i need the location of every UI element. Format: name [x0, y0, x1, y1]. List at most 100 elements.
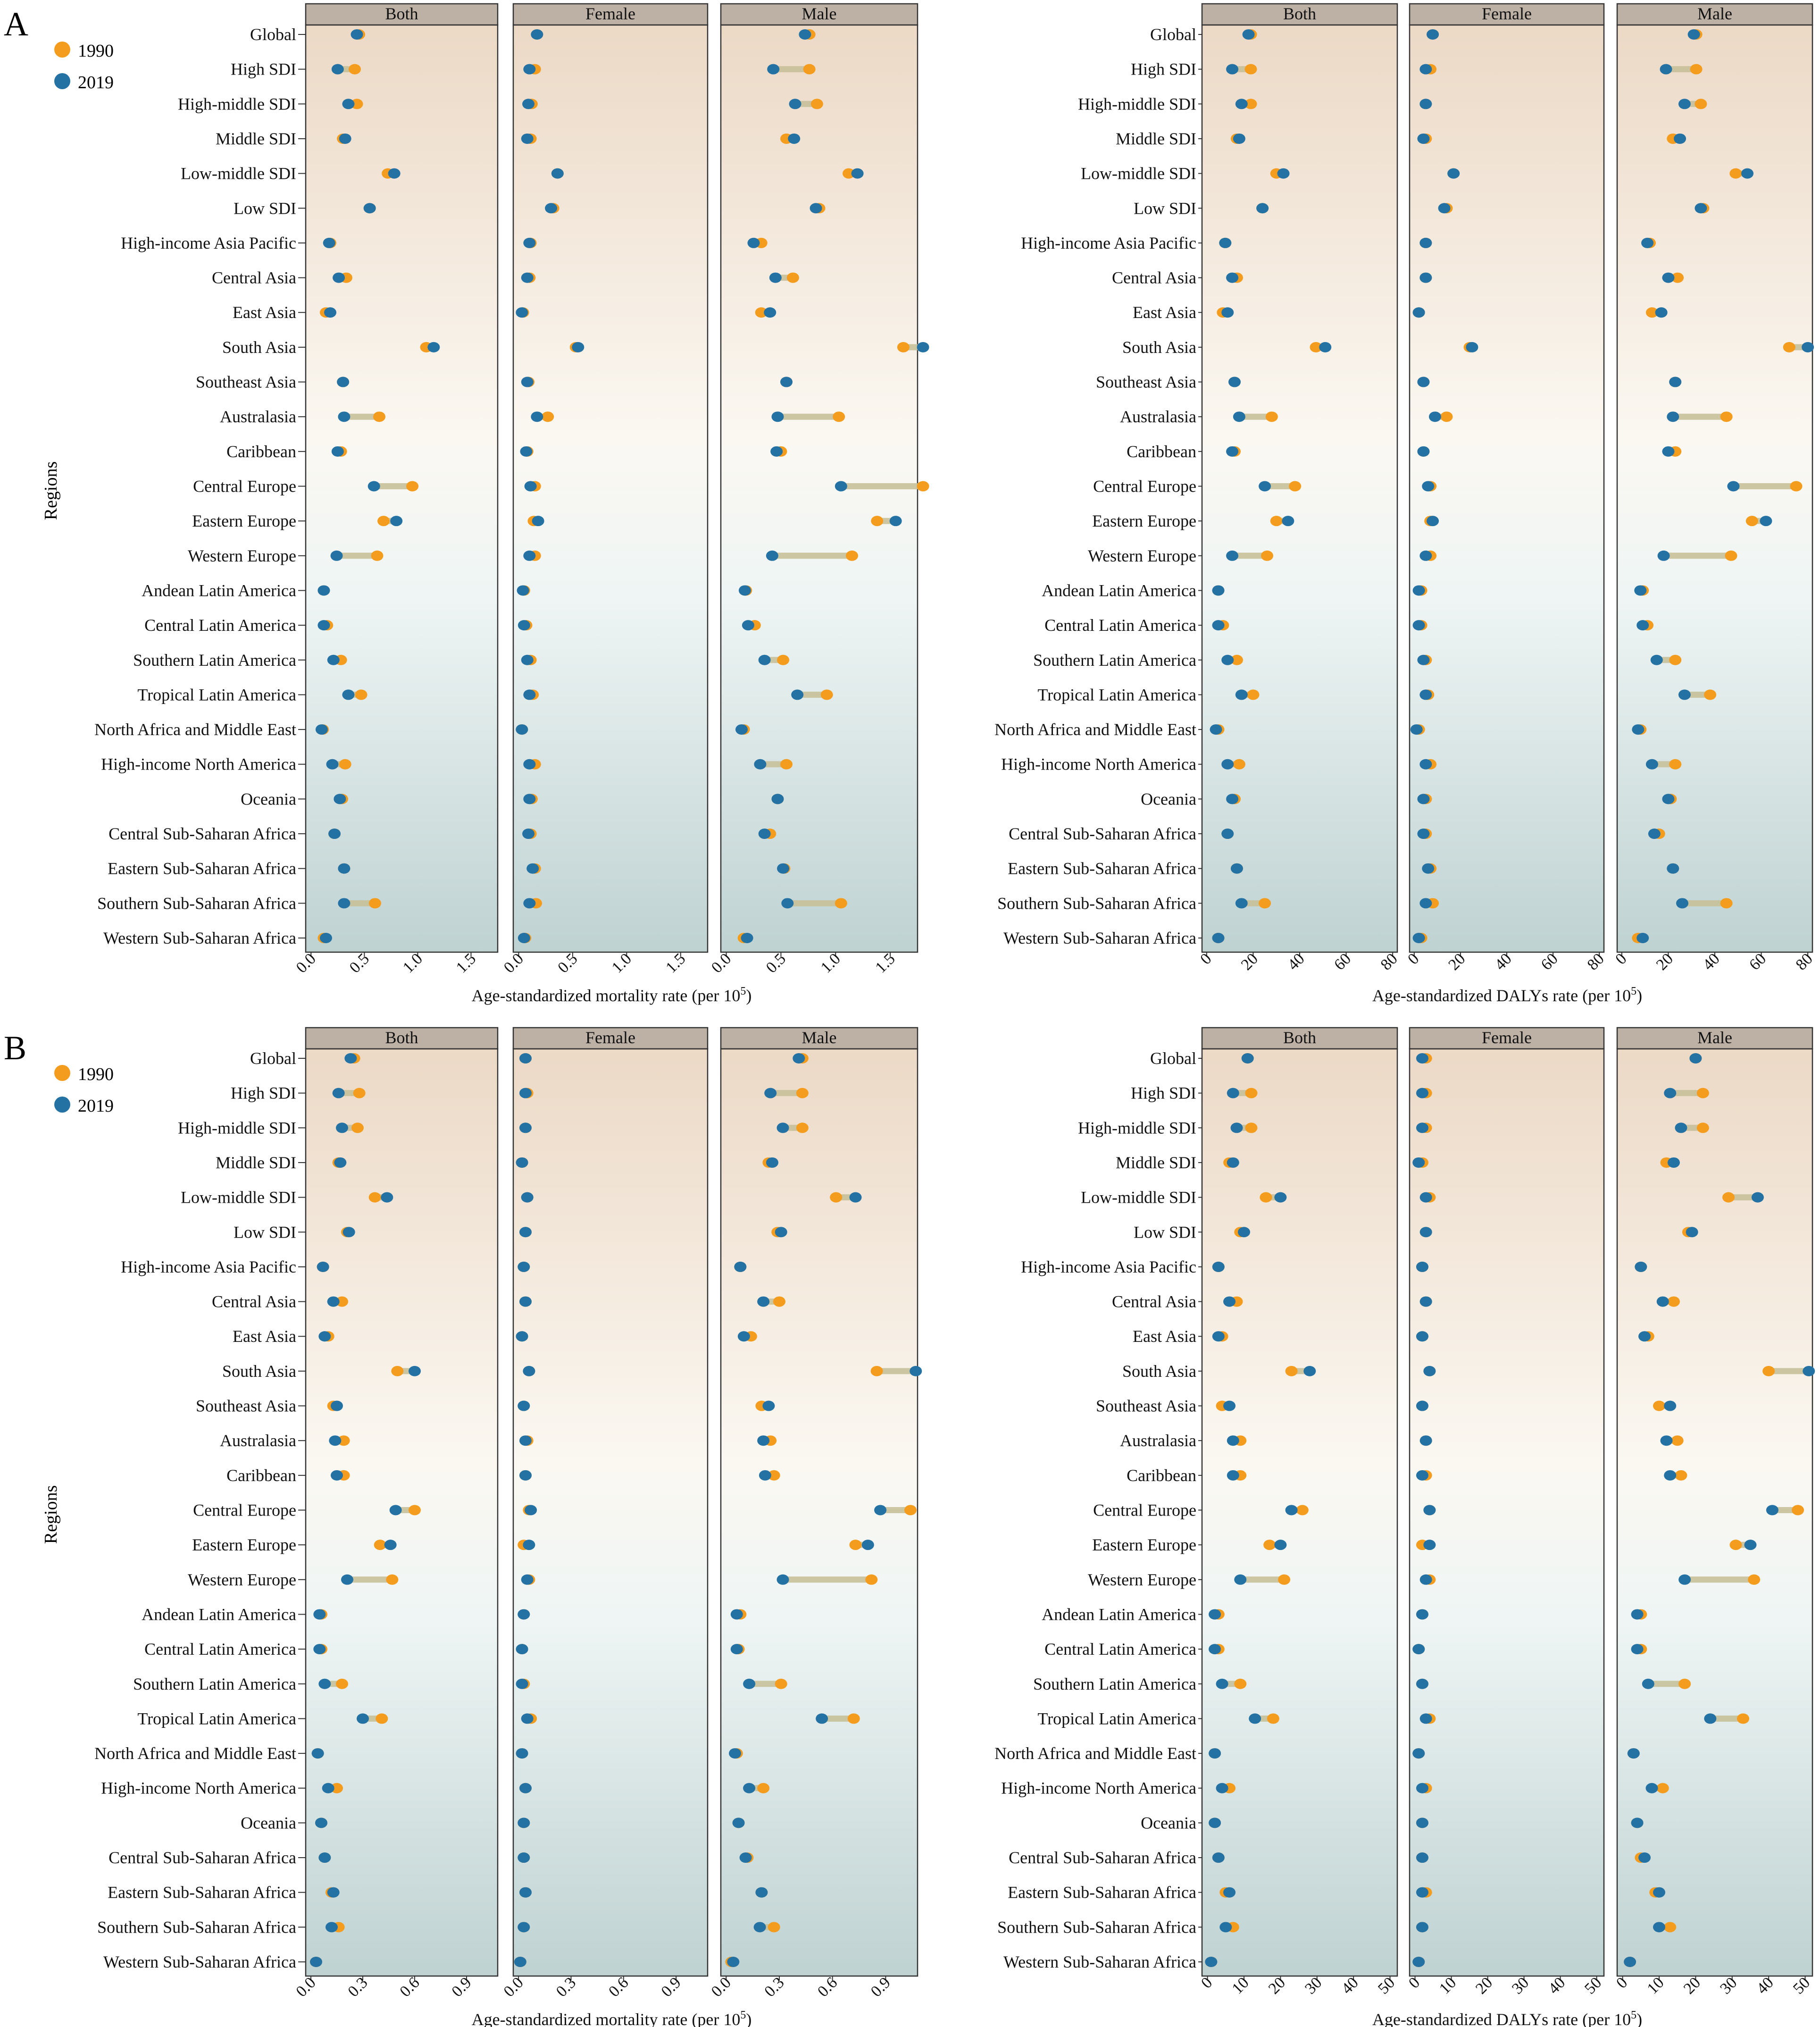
dumbbell-low-middle-sdi	[368, 1192, 393, 1203]
point-2019	[1416, 1678, 1428, 1689]
dumbbell-south-asia	[870, 1365, 922, 1376]
region-label-low-sdi: Low SDI	[234, 1223, 296, 1241]
point-2019	[1419, 64, 1432, 75]
dumbbell-central-asia	[519, 1296, 532, 1307]
dumbbell-central-sub-saharan-africa	[758, 829, 776, 839]
region-label-southern-sub-saharan-africa: Southern Sub-Saharan Africa	[997, 894, 1196, 913]
point-1990	[1267, 1713, 1279, 1724]
point-1990	[1669, 654, 1682, 665]
region-label-high-middle-sdi: High-middle SDI	[178, 94, 296, 113]
dumbbell-eastern-sub-saharan-africa	[1416, 1887, 1432, 1898]
point-2019	[1428, 411, 1441, 422]
point-1990	[391, 1365, 404, 1376]
point-2019	[1423, 1505, 1436, 1516]
point-2019	[1674, 133, 1686, 144]
point-2019	[1650, 654, 1663, 665]
dumbbell-central-europe	[1766, 1505, 1804, 1516]
dumbbell-low-middle-sdi	[521, 1192, 534, 1203]
dumbbell-tropical-latin-america	[1678, 689, 1717, 700]
point-1990	[1296, 1505, 1309, 1516]
x-tick-label: 20	[1265, 1974, 1289, 1997]
point-2019	[1412, 307, 1425, 318]
dumbbell-high-sdi	[519, 1088, 534, 1098]
legend-dot-2019	[54, 1097, 70, 1113]
dumbbell-eastern-europe	[1745, 516, 1772, 527]
point-2019	[730, 1644, 743, 1655]
region-label-eastern-sub-saharan-africa: Eastern Sub-Saharan Africa	[108, 859, 296, 878]
point-2019	[1234, 1574, 1247, 1585]
region-label-australasia: Australasia	[220, 1431, 296, 1450]
dumbbell-middle-sdi	[332, 1157, 347, 1168]
point-2019	[1417, 794, 1430, 804]
dumbbell-andean-latin-america	[1209, 1609, 1225, 1620]
dumbbell-middle-sdi	[762, 1157, 778, 1168]
dumbbell-tropical-latin-america	[1235, 689, 1260, 700]
dumbbell-east-asia	[318, 1331, 334, 1342]
point-2019	[776, 1122, 789, 1133]
x-tick-label: 30	[1509, 1974, 1532, 1997]
dumbbell-andean-latin-america	[1634, 585, 1649, 596]
chart-a-dalys: Global High SDI High-middle SDI Middle SDI L…	[994, 3, 1816, 1005]
point-2019	[342, 689, 355, 700]
point-2019	[735, 724, 748, 735]
point-2019	[1416, 1088, 1428, 1098]
point-2019	[315, 1818, 327, 1828]
point-1990	[377, 516, 390, 527]
point-2019	[1631, 1609, 1644, 1620]
point-2019	[388, 168, 401, 179]
point-1990	[1260, 1192, 1272, 1203]
dumbbell-north-africa-and-middle-east	[1627, 1748, 1640, 1759]
point-2019	[327, 1296, 340, 1307]
dumbbell-south-asia	[391, 1365, 421, 1376]
dumbbell-north-africa-and-middle-east	[516, 724, 528, 735]
point-2019	[381, 1192, 393, 1203]
point-1990	[1244, 99, 1257, 109]
point-2019	[357, 1713, 369, 1724]
dumbbell-oceania	[518, 1818, 530, 1828]
point-2019	[1241, 1053, 1254, 1064]
dumbbell-north-africa-and-middle-east	[311, 1748, 324, 1759]
point-2019	[1766, 1505, 1778, 1516]
dumbbell-high-middle-sdi	[336, 1122, 364, 1133]
point-2019	[1412, 1644, 1425, 1655]
dumbbell-low-middle-sdi	[382, 168, 401, 179]
point-2019	[781, 898, 794, 909]
point-1990	[768, 1470, 780, 1481]
region-label-australasia: Australasia	[1120, 1431, 1196, 1450]
point-2019	[1419, 99, 1432, 109]
point-2019	[1638, 1852, 1651, 1863]
point-2019	[1205, 1957, 1218, 1967]
point-2019	[1237, 1227, 1250, 1238]
dumbbell-low-sdi	[341, 1227, 355, 1238]
point-2019	[519, 1227, 532, 1238]
dumbbell-central-sub-saharan-africa	[1416, 1852, 1428, 1863]
point-1990	[1690, 64, 1703, 75]
facet-panel	[512, 24, 709, 953]
point-1990	[786, 272, 799, 283]
region-label-eastern-sub-saharan-africa: Eastern Sub-Saharan Africa	[1008, 859, 1196, 878]
dumbbell-tropical-latin-america	[523, 689, 539, 700]
dumbbell-southeast-asia	[1669, 377, 1682, 387]
dumbbell-south-asia	[1463, 342, 1478, 352]
point-1990	[775, 1678, 787, 1689]
point-2019	[1416, 1887, 1428, 1898]
region-label-global: Global	[1150, 1049, 1196, 1068]
dumbbell-western-sub-saharan-africa	[317, 933, 332, 943]
dumbbell-south-asia	[1310, 342, 1332, 352]
point-2019	[518, 1609, 530, 1620]
point-2019	[1212, 933, 1225, 943]
dumbbell-high-income-asia-pacific	[747, 237, 768, 248]
point-2019	[769, 272, 782, 283]
point-2019	[330, 550, 343, 561]
point-1990	[1729, 168, 1742, 179]
dumbbell-high-income-asia-pacific	[1419, 237, 1432, 248]
region-label-caribbean: Caribbean	[226, 1466, 296, 1485]
point-2019	[1416, 1261, 1428, 1272]
y-axis-title-a: Regions	[41, 461, 61, 520]
point-2019	[780, 377, 793, 387]
dumbbell-central-sub-saharan-africa	[522, 829, 537, 839]
dumbbell-caribbean	[520, 446, 534, 457]
dumbbell-low-middle-sdi	[1729, 168, 1753, 179]
point-2019	[523, 237, 536, 248]
point-2019	[1219, 237, 1232, 248]
